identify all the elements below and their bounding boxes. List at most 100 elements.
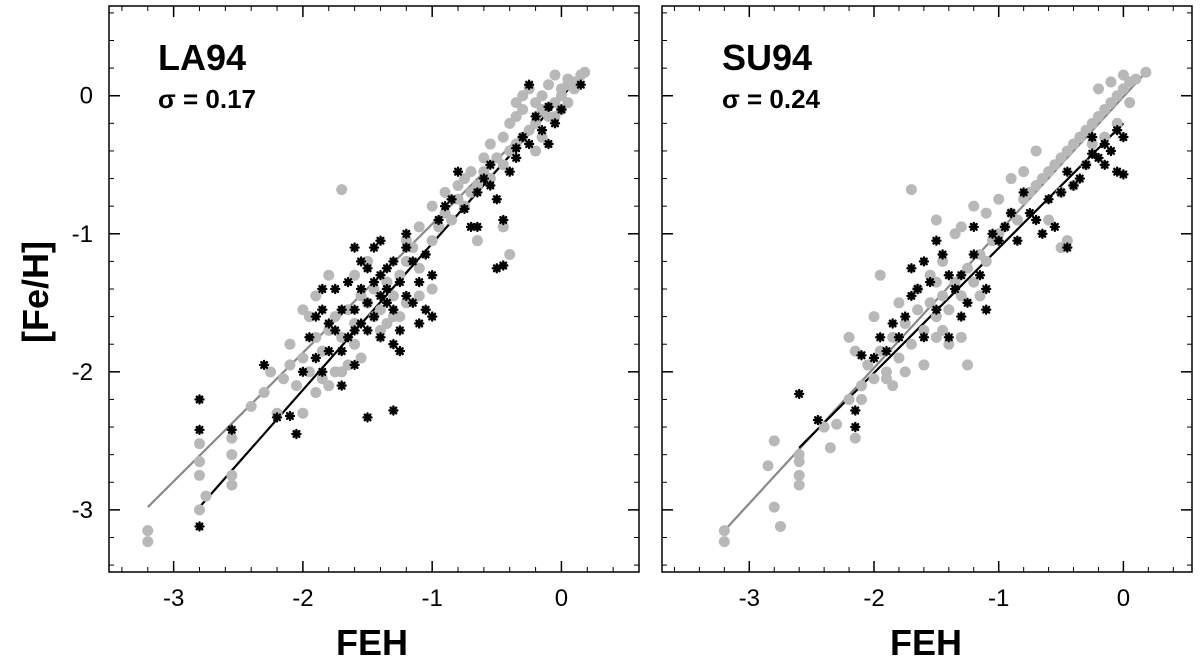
gray-data-point: [862, 359, 874, 371]
gray-data-point: [1099, 131, 1111, 143]
black-data-point: [465, 221, 477, 233]
gray-data-point: [310, 290, 322, 302]
black-data-point: [974, 270, 986, 281]
black-data-point: [1074, 173, 1085, 184]
gray-data-point: [381, 318, 393, 330]
black-data-point: [485, 180, 496, 191]
x-tick-label: -3: [163, 585, 184, 612]
gray-data-point: [394, 269, 406, 281]
gray-data-point: [297, 352, 309, 364]
black-data-point: [452, 166, 464, 177]
gray-data-point: [394, 311, 406, 323]
black-data-point: [491, 263, 502, 274]
black-data-point: [381, 263, 393, 274]
gray-data-point: [323, 269, 335, 281]
black-data-point: [856, 350, 867, 361]
gray-data-point: [530, 117, 542, 129]
black-data-point: [368, 242, 380, 253]
panel-su94: SU94 σ = 0.24 -3 -2 -1 0 FEH: [661, 5, 1193, 663]
gray-data-point: [278, 373, 290, 385]
gray-data-point: [517, 104, 529, 116]
gray-data-point: [918, 324, 930, 336]
gray-data-point: [471, 179, 483, 191]
black-data-point: [478, 173, 490, 184]
black-data-point: [388, 405, 399, 416]
gray-data-point: [530, 97, 542, 109]
gray-data-point: [329, 311, 341, 323]
black-data-point: [1068, 180, 1079, 191]
gray-data-point: [962, 359, 974, 371]
black-fit-line: [798, 122, 1125, 449]
black-data-point: [317, 304, 328, 315]
gray-data-point: [226, 449, 238, 461]
black-data-point: [517, 131, 528, 143]
black-data-point: [812, 414, 824, 426]
gray-data-point: [193, 456, 205, 468]
black-data-point: [924, 276, 936, 288]
gray-data-point: [226, 432, 238, 444]
gray-data-point: [484, 138, 496, 150]
black-data-point: [349, 242, 360, 253]
black-data-point: [394, 276, 406, 288]
black-data-point: [900, 311, 911, 322]
gray-data-point: [868, 373, 880, 385]
gray-data-point: [446, 214, 458, 226]
gray-data-point: [874, 269, 886, 281]
black-data-point: [355, 318, 367, 329]
gray-data-point: [1030, 145, 1042, 157]
black-data-point: [868, 352, 880, 364]
black-data-point: [414, 276, 425, 288]
gray-data-point: [718, 525, 730, 537]
gray-data-point: [355, 352, 367, 364]
gray-data-point: [465, 166, 477, 178]
gray-data-point: [793, 456, 805, 468]
gray-data-point: [1086, 138, 1098, 150]
black-data-point: [491, 194, 502, 205]
black-data-point: [427, 311, 438, 322]
gray-data-point: [381, 276, 393, 288]
black-data-point: [1055, 187, 1067, 198]
black-data-point: [1080, 159, 1092, 170]
y-axis-label: [Fe/H]: [15, 241, 56, 343]
black-data-point: [284, 410, 296, 422]
gray-data-point: [374, 324, 386, 336]
black-data-point: [968, 221, 979, 233]
gray-data-point: [762, 460, 774, 472]
gray-data-point: [200, 490, 212, 502]
gray-data-point: [323, 380, 335, 392]
black-data-point: [388, 304, 399, 315]
black-data-point: [355, 283, 367, 295]
black-data-point: [575, 79, 586, 90]
gray-data-point: [310, 387, 322, 399]
gray-data-point: [912, 304, 924, 316]
black-points: [794, 125, 1129, 433]
black-data-point: [330, 283, 341, 295]
gray-data-point: [297, 407, 309, 419]
panel-sigma: σ = 0.17: [158, 84, 256, 114]
black-data-point: [875, 332, 886, 343]
gray-data-point: [374, 304, 386, 316]
black-data-point: [381, 283, 393, 295]
gray-data-point: [968, 276, 980, 288]
gray-data-point: [193, 438, 205, 450]
gray-points: [718, 66, 1152, 548]
black-data-point: [968, 249, 979, 260]
black-data-point: [1037, 228, 1048, 239]
black-data-point: [949, 283, 961, 295]
black-data-point: [342, 276, 354, 288]
black-data-point: [330, 325, 341, 336]
gray-data-point: [452, 179, 464, 191]
gray-data-point: [193, 504, 205, 516]
black-data-point: [1043, 194, 1054, 205]
black-data-point: [226, 424, 237, 435]
black-data-point: [962, 297, 973, 308]
gray-data-point: [426, 235, 438, 247]
y-tick-label: -2: [72, 359, 93, 386]
gray-data-point: [413, 262, 425, 274]
black-data-point: [375, 290, 386, 302]
gray-data-point: [387, 290, 399, 302]
gray-data-point: [893, 297, 905, 309]
gray-data-point: [1124, 97, 1136, 109]
gray-data-point: [1043, 214, 1055, 226]
black-data-point: [368, 311, 380, 322]
